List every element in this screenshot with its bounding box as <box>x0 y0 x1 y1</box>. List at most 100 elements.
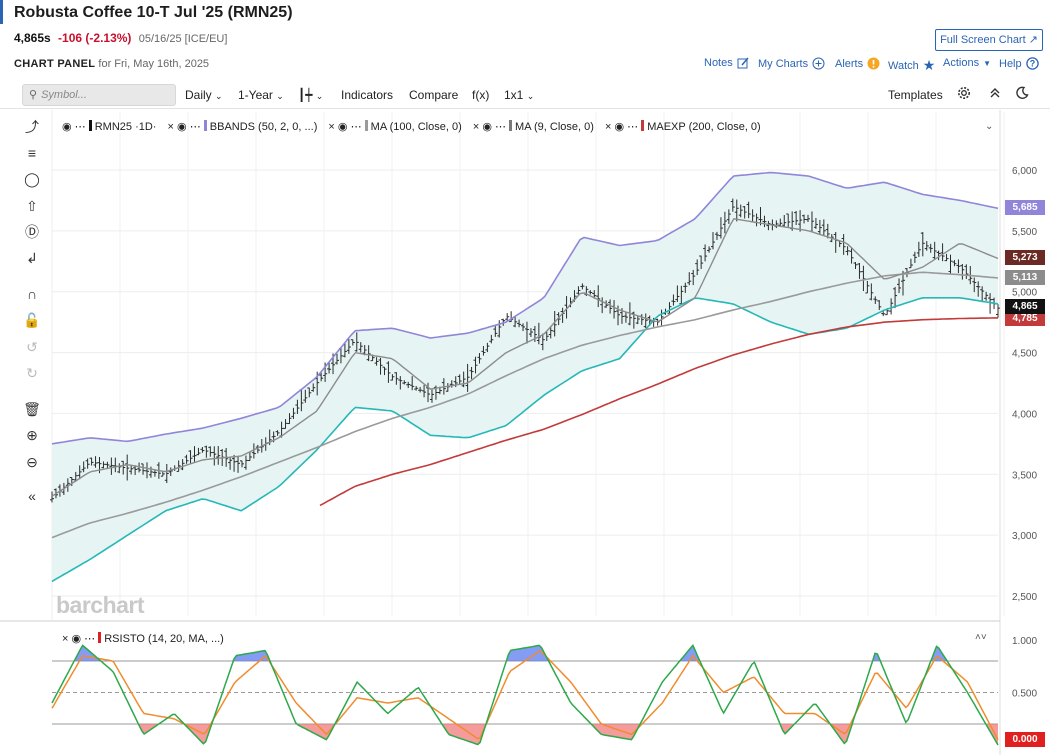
visibility-icon[interactable]: ◉ <box>71 633 82 645</box>
price-bar <box>204 445 209 458</box>
price-bar <box>758 207 763 226</box>
bollinger-band-fill <box>52 172 998 582</box>
layout-select[interactable]: 1x1 ⌄ <box>504 88 535 102</box>
visibility-icon[interactable]: ◉ <box>177 121 187 133</box>
price-bar <box>944 253 949 262</box>
notes-link[interactable]: Notes <box>704 57 749 69</box>
my-charts-link[interactable]: My Charts <box>758 57 825 70</box>
price-bar <box>287 413 292 425</box>
collapse-toolbar-icon[interactable]: « <box>28 488 36 504</box>
watch-link[interactable]: Watch ★ <box>888 57 936 73</box>
measure-tool-icon[interactable]: ↲ <box>26 250 38 266</box>
visibility-icon[interactable]: ◉ <box>614 121 625 133</box>
price-bar <box>980 286 985 302</box>
price-bar <box>212 446 217 466</box>
price-bar <box>877 300 882 311</box>
chevron-down-icon: ⌄ <box>315 91 324 101</box>
visibility-icon[interactable]: ◉ <box>337 121 348 133</box>
actions-menu[interactable]: Actions ▼ <box>943 57 991 69</box>
price-bar <box>176 460 181 472</box>
legend-symbol: RMN25 ·1D· <box>94 121 157 133</box>
arrow-tool-icon[interactable]: ⇧ <box>26 198 38 214</box>
trendline-tool-icon[interactable]: ⤴ <box>25 119 39 135</box>
price-bar <box>251 443 256 459</box>
collapse-icon[interactable] <box>989 86 1001 103</box>
price-bar <box>766 220 771 231</box>
close-icon[interactable]: × <box>472 121 480 133</box>
series-swatch <box>364 120 368 131</box>
legend-maexp: MAEXP (200, Close, 0) <box>647 121 761 133</box>
price-bar <box>889 298 894 315</box>
rsi-line <box>51 644 999 746</box>
redo-icon[interactable]: ↻ <box>26 365 38 381</box>
price-bar <box>881 311 886 317</box>
legend-collapse-icon[interactable]: ⌄ <box>985 121 994 132</box>
visibility-icon[interactable]: ◉ <box>62 121 72 133</box>
price-bar <box>382 366 387 376</box>
price-bar <box>936 250 941 261</box>
shapes-tool-icon[interactable]: ◯ <box>24 171 40 187</box>
chart-legend: ◉ ⋯ RMN25 ·1D· × ◉ ⋯ BBANDS (50, 2, 0, .… <box>62 120 761 133</box>
price-bar <box>378 357 383 375</box>
price-bar <box>984 291 989 301</box>
price-bar <box>291 407 296 419</box>
price-bar <box>374 357 379 366</box>
price-bar <box>414 385 419 391</box>
lock-icon[interactable]: 🔓 <box>23 312 41 328</box>
price-bar <box>817 219 822 235</box>
chart-type-select[interactable]: ┃┿ ⌄ <box>298 88 323 102</box>
fibonacci-tool-icon[interactable]: ≡ <box>27 145 37 161</box>
close-icon[interactable]: × <box>62 633 69 645</box>
trash-icon[interactable]: 🗑 <box>23 401 41 417</box>
maexp-line <box>319 317 998 507</box>
price-bar <box>200 447 205 453</box>
magnet-icon[interactable]: ∩ <box>26 286 38 302</box>
y-tick-label: 3,500 <box>1012 470 1037 481</box>
compare-button[interactable]: Compare <box>409 88 459 102</box>
rsi-legend: × ◉ ⋯ RSISTO (14, 20, MA, ...) <box>62 632 224 645</box>
interval-select[interactable]: Daily ⌄ <box>185 88 223 102</box>
y-tick-label: 5,000 <box>1012 288 1037 299</box>
price-bar <box>228 456 233 470</box>
price-bar <box>188 450 193 464</box>
undo-icon[interactable]: ↺ <box>26 339 38 355</box>
templates-button[interactable]: Templates <box>888 88 943 102</box>
symbol-search-input[interactable]: ⚲ Symbol... <box>22 84 176 106</box>
price-bar <box>901 270 906 296</box>
price-bar <box>196 447 201 456</box>
help-link[interactable]: Help ? <box>999 57 1039 70</box>
zoom-out-icon[interactable]: ⊖ <box>26 454 38 470</box>
price-bar <box>164 463 169 484</box>
legend-ma100: MA (100, Close, 0) <box>370 121 462 133</box>
price-bar <box>695 259 700 276</box>
pane-arrows-icon[interactable]: ˄˅ <box>975 632 987 643</box>
text-tool-icon[interactable]: Ⓓ <box>25 224 39 240</box>
alerts-link[interactable]: Alerts <box>835 57 880 70</box>
visibility-icon[interactable]: ◉ <box>482 121 492 133</box>
price-bar <box>255 444 260 454</box>
price-bar <box>473 356 478 374</box>
indicators-button[interactable]: Indicators <box>341 88 394 102</box>
close-icon[interactable]: × <box>167 121 174 133</box>
price-bar <box>742 206 747 219</box>
bbands-upper-badge: 5,685 <box>1005 200 1045 215</box>
settings-icon[interactable] <box>957 86 971 103</box>
zoom-in-icon[interactable]: ⊕ <box>26 427 38 443</box>
close-icon[interactable]: × <box>328 121 335 133</box>
chart-panel-title: CHART PANEL for Fri, May 16th, 2025 <box>14 58 210 70</box>
price-bar <box>528 328 533 337</box>
fx-button[interactable]: f(x) <box>472 88 490 102</box>
price-bar <box>928 243 933 253</box>
price-bar <box>429 389 434 403</box>
barchart-watermark: barchart <box>56 592 145 618</box>
price-bar <box>73 471 78 482</box>
full-screen-chart-button[interactable]: Full Screen Chart ↗ <box>935 29 1043 51</box>
dark-mode-icon[interactable] <box>1015 86 1029 103</box>
range-select[interactable]: 1-Year ⌄ <box>238 88 284 102</box>
price-bar <box>655 318 660 326</box>
price-bar <box>517 319 522 328</box>
price-bar <box>623 312 628 323</box>
price-bar <box>908 258 913 269</box>
close-icon[interactable]: × <box>604 121 612 133</box>
